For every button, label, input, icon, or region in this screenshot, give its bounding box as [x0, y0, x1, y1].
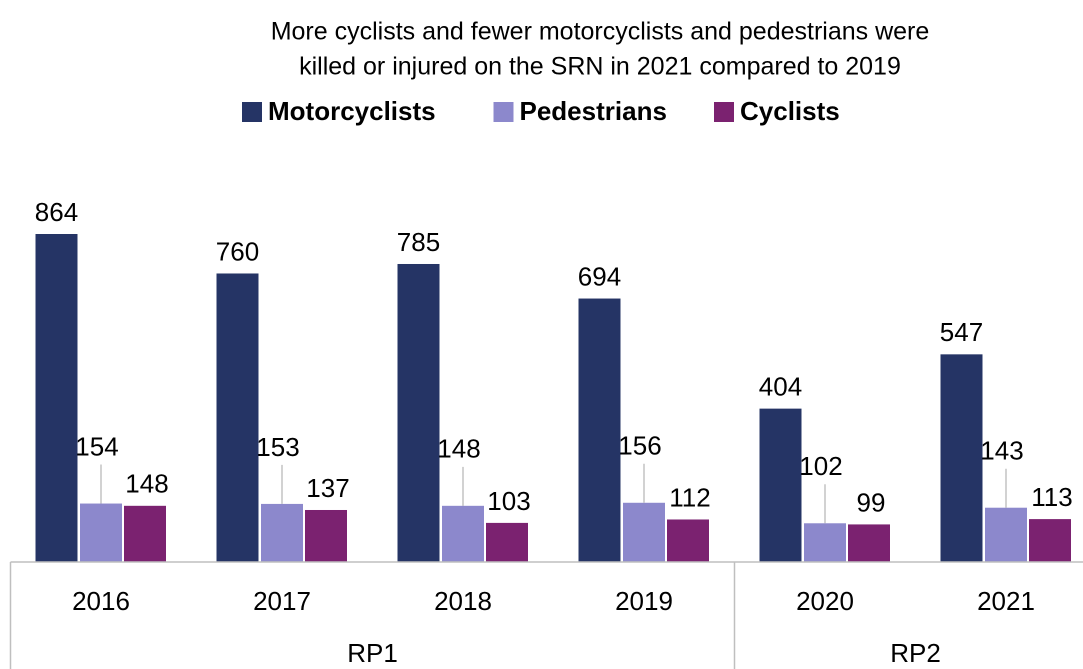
data-label: 694	[578, 261, 621, 291]
data-label: 154	[75, 431, 118, 461]
data-label: 103	[487, 486, 530, 516]
x-tick-label: 2016	[72, 586, 130, 616]
data-label: 547	[940, 317, 983, 347]
data-label: 156	[618, 431, 661, 461]
bar	[759, 408, 802, 562]
bar	[80, 503, 122, 562]
bar	[1029, 519, 1071, 562]
group-label: RP1	[347, 638, 398, 668]
bar	[397, 263, 440, 562]
legend-label: Motorcyclists	[268, 96, 436, 126]
bar	[667, 519, 709, 562]
data-label: 102	[799, 451, 842, 481]
bar	[804, 523, 846, 562]
bar	[261, 503, 303, 562]
data-label: 99	[857, 487, 886, 517]
x-tick-label: 2018	[434, 586, 492, 616]
data-label: 760	[216, 236, 259, 266]
data-label: 113	[1031, 482, 1072, 512]
x-tick-label: 2021	[977, 586, 1035, 616]
data-label: 148	[437, 434, 480, 464]
x-tick-label: 2017	[253, 586, 311, 616]
data-label: 137	[306, 473, 349, 503]
chart-title-line-2: killed or injured on the SRN in 2021 com…	[299, 53, 901, 81]
bar	[35, 234, 78, 562]
bar	[848, 524, 890, 562]
legend-label: Pedestrians	[520, 96, 667, 126]
x-tick-label: 2019	[615, 586, 673, 616]
chart-title-line-1: More cyclists and fewer motorcyclists an…	[271, 18, 930, 46]
data-label: 864	[35, 197, 78, 227]
data-label: 148	[125, 469, 168, 499]
group-label: RP2	[890, 638, 941, 668]
legend: Motorcyclists Pedestrians Cyclists	[242, 96, 840, 126]
data-label: 112	[669, 482, 710, 512]
data-label: 404	[759, 372, 802, 402]
bar	[486, 522, 528, 562]
data-label: 785	[397, 227, 440, 257]
legend-swatch	[493, 102, 514, 122]
data-label: 153	[256, 432, 299, 462]
bar	[940, 354, 983, 562]
data-label: 143	[980, 436, 1023, 466]
bar	[578, 298, 621, 562]
bar	[124, 505, 166, 562]
bar	[216, 273, 259, 562]
bar	[305, 509, 347, 562]
bar	[985, 507, 1027, 562]
legend-swatch	[714, 102, 734, 122]
bar	[623, 502, 665, 562]
x-tick-label: 2020	[796, 586, 854, 616]
legend-swatch	[242, 102, 262, 122]
legend-label: Cyclists	[740, 96, 840, 126]
bar	[442, 505, 484, 562]
